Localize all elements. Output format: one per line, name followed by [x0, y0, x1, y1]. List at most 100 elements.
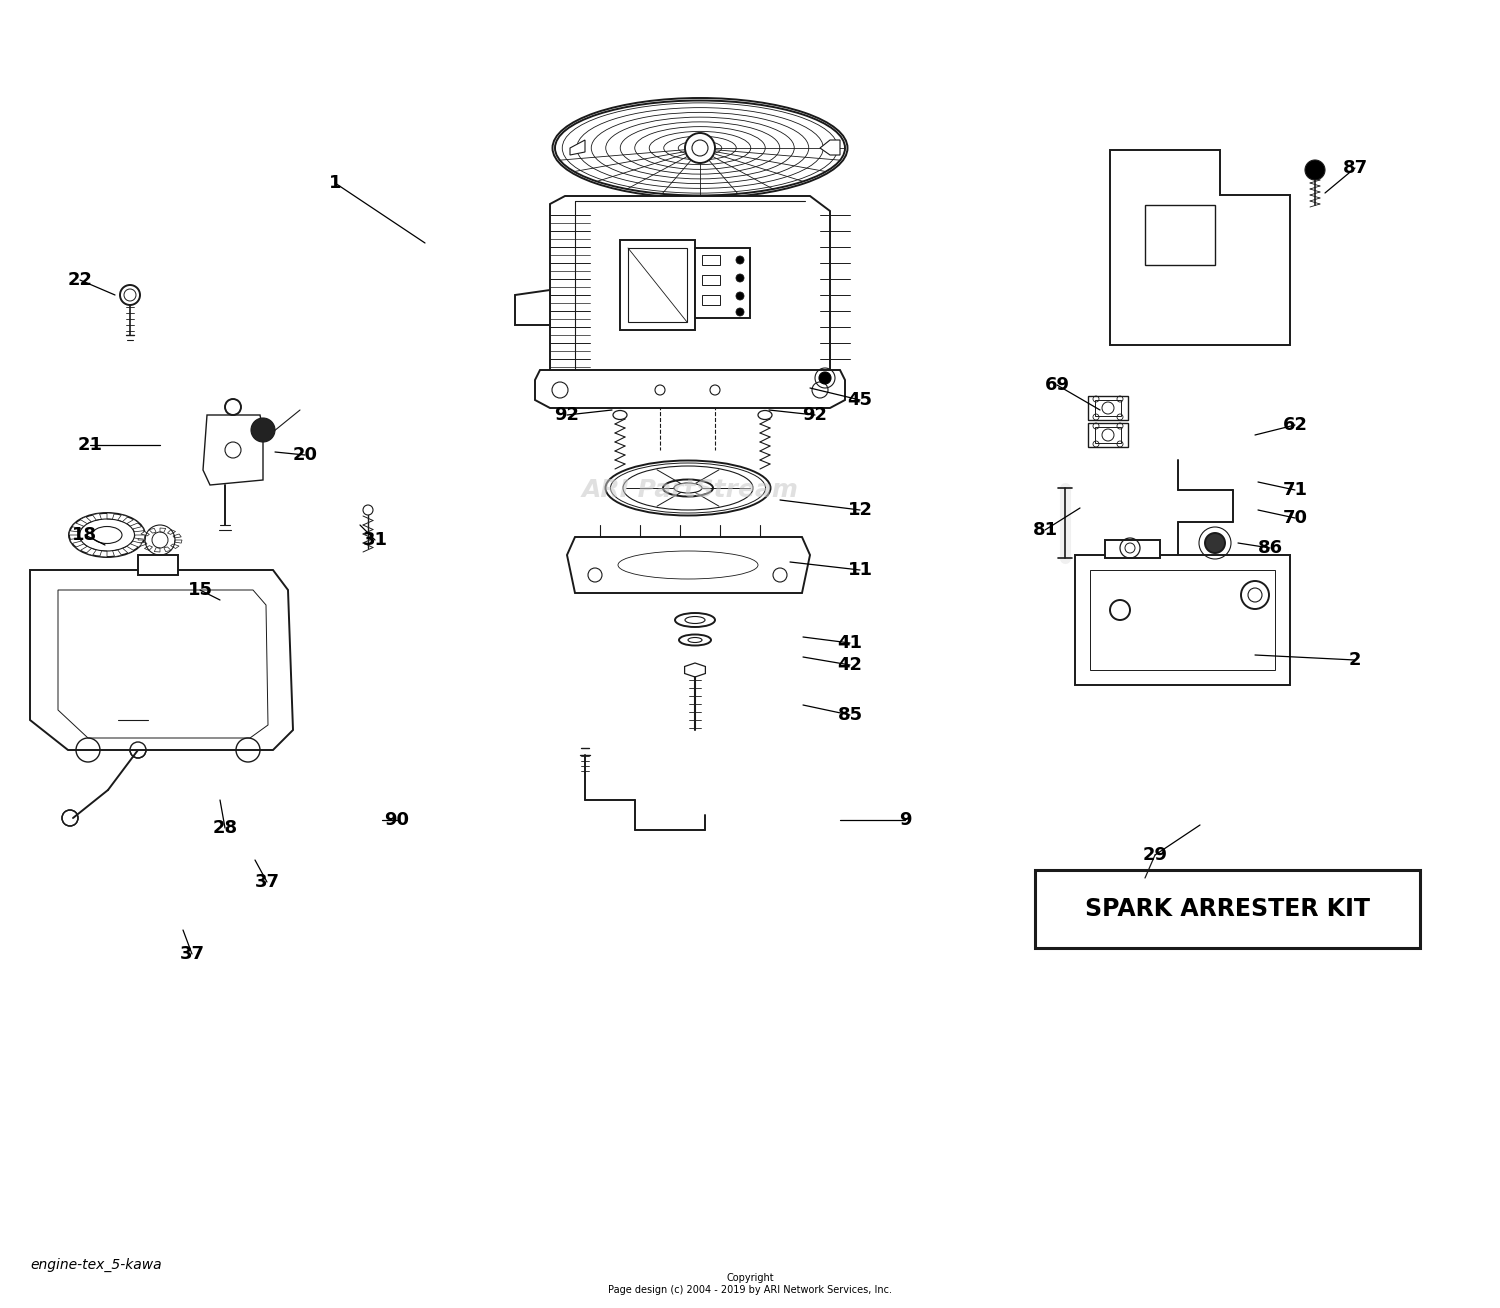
Circle shape [120, 285, 140, 305]
FancyBboxPatch shape [1088, 422, 1128, 447]
Text: 37: 37 [255, 872, 279, 891]
Circle shape [819, 371, 831, 385]
Polygon shape [70, 538, 81, 543]
Text: 92: 92 [802, 405, 828, 424]
Text: Copyright: Copyright [726, 1273, 774, 1283]
Polygon shape [160, 528, 165, 532]
FancyBboxPatch shape [1035, 870, 1420, 948]
Text: SPARK ARRESTER KIT: SPARK ARRESTER KIT [1084, 897, 1370, 921]
Text: 71: 71 [1282, 481, 1308, 498]
Polygon shape [130, 542, 142, 547]
Polygon shape [550, 196, 830, 381]
Ellipse shape [69, 513, 146, 557]
Text: 28: 28 [213, 819, 237, 837]
Polygon shape [128, 519, 138, 526]
Text: 9: 9 [898, 811, 910, 829]
Ellipse shape [663, 480, 712, 497]
Text: 41: 41 [837, 634, 862, 651]
Circle shape [1204, 532, 1225, 553]
Polygon shape [1110, 150, 1290, 345]
Circle shape [251, 419, 274, 442]
Polygon shape [123, 547, 134, 553]
Circle shape [736, 256, 744, 264]
Text: 85: 85 [837, 706, 862, 725]
Polygon shape [30, 570, 292, 749]
FancyBboxPatch shape [1076, 555, 1290, 685]
Polygon shape [80, 517, 92, 523]
Polygon shape [514, 290, 550, 324]
Text: 22: 22 [68, 271, 93, 289]
Text: 11: 11 [847, 561, 873, 579]
Polygon shape [141, 531, 150, 536]
Text: 42: 42 [837, 657, 862, 674]
Polygon shape [536, 370, 844, 408]
Polygon shape [567, 538, 810, 593]
Text: 62: 62 [1282, 416, 1308, 434]
Polygon shape [148, 528, 156, 534]
Text: 87: 87 [1342, 160, 1368, 177]
Polygon shape [72, 523, 84, 528]
Text: 15: 15 [188, 581, 213, 599]
Text: 69: 69 [1044, 375, 1070, 394]
Polygon shape [112, 549, 122, 557]
Circle shape [225, 399, 242, 415]
Text: 45: 45 [847, 391, 873, 409]
Text: 92: 92 [555, 405, 579, 424]
Polygon shape [172, 534, 182, 538]
FancyBboxPatch shape [1144, 205, 1215, 266]
Text: 31: 31 [363, 531, 387, 549]
Polygon shape [134, 527, 144, 532]
Polygon shape [86, 548, 96, 556]
Text: 12: 12 [847, 501, 873, 519]
Polygon shape [174, 540, 182, 543]
Polygon shape [93, 514, 102, 521]
Text: 90: 90 [384, 811, 410, 829]
Text: engine-tex_5-kawa: engine-tex_5-kawa [30, 1258, 162, 1273]
Circle shape [736, 307, 744, 317]
Polygon shape [117, 514, 128, 522]
Text: 1: 1 [328, 174, 340, 192]
FancyBboxPatch shape [138, 555, 178, 576]
Text: 21: 21 [78, 436, 102, 454]
FancyBboxPatch shape [620, 239, 695, 330]
FancyBboxPatch shape [1088, 396, 1128, 420]
Circle shape [363, 505, 374, 515]
Text: 29: 29 [1143, 846, 1167, 865]
Polygon shape [75, 544, 87, 551]
Ellipse shape [552, 98, 848, 198]
Polygon shape [154, 548, 160, 552]
Text: 18: 18 [72, 526, 98, 544]
Ellipse shape [614, 411, 627, 420]
Text: 81: 81 [1032, 521, 1058, 539]
Polygon shape [106, 513, 114, 519]
Text: ARI PartStream: ARI PartStream [582, 477, 798, 502]
Polygon shape [570, 140, 585, 156]
Text: Page design (c) 2004 - 2019 by ARI Network Services, Inc.: Page design (c) 2004 - 2019 by ARI Netwo… [608, 1284, 892, 1295]
Ellipse shape [675, 613, 716, 627]
Text: 86: 86 [1257, 539, 1282, 557]
Polygon shape [202, 415, 262, 485]
Polygon shape [69, 531, 80, 535]
Circle shape [736, 273, 744, 283]
FancyBboxPatch shape [694, 249, 750, 318]
Polygon shape [135, 535, 146, 539]
Ellipse shape [758, 411, 772, 420]
Polygon shape [684, 663, 705, 678]
Polygon shape [99, 551, 106, 557]
Polygon shape [138, 536, 146, 540]
Polygon shape [164, 547, 171, 552]
Text: 2: 2 [1348, 651, 1362, 668]
Ellipse shape [606, 460, 771, 515]
Polygon shape [144, 545, 153, 551]
Text: 37: 37 [180, 944, 204, 963]
Text: 20: 20 [292, 446, 318, 464]
Polygon shape [821, 140, 840, 156]
Ellipse shape [680, 634, 711, 646]
Circle shape [1305, 160, 1324, 181]
Polygon shape [168, 530, 176, 535]
Circle shape [686, 133, 716, 164]
FancyBboxPatch shape [1106, 540, 1160, 559]
Text: 70: 70 [1282, 509, 1308, 527]
Polygon shape [138, 542, 147, 545]
Circle shape [736, 292, 744, 300]
